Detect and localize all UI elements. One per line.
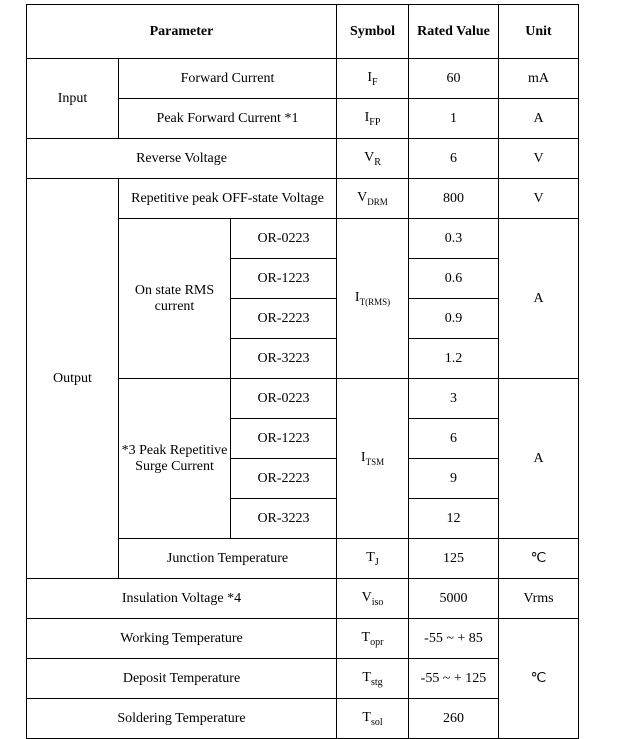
variant-on-state-rms-3: OR-3223 — [231, 339, 337, 379]
sym-junction-temp: TJ — [337, 539, 409, 579]
sym-peak-forward-current: IFP — [337, 99, 409, 139]
val-rep-peak-off-voltage: 800 — [409, 179, 499, 219]
val-junction-temp: 125 — [409, 539, 499, 579]
sym-working-temp: Topr — [337, 619, 409, 659]
sym-sub: FP — [369, 116, 380, 127]
sym-sub: R — [374, 156, 381, 167]
val-peak-surge-0: 3 — [409, 379, 499, 419]
val-on-state-rms-1: 0.6 — [409, 259, 499, 299]
variant-peak-surge-2: OR-2223 — [231, 459, 337, 499]
unit-temp-group: ℃ — [499, 619, 579, 739]
col-parameter: Parameter — [27, 5, 337, 59]
val-deposit-temp: -55 ~ + 125 — [409, 659, 499, 699]
variant-peak-surge-3: OR-3223 — [231, 499, 337, 539]
param-forward-current: Forward Current — [119, 59, 337, 99]
row-deposit-temp: Deposit Temperature Tstg -55 ~ + 125 — [27, 659, 579, 699]
variant-peak-surge-1: OR-1223 — [231, 419, 337, 459]
param-junction-temp: Junction Temperature — [119, 539, 337, 579]
row-rep-peak-off-voltage: Output Repetitive peak OFF-state Voltage… — [27, 179, 579, 219]
row-soldering-temp: Soldering Temperature Tsol 260 — [27, 699, 579, 739]
sym-rep-peak-off-voltage: VDRM — [337, 179, 409, 219]
sym-sub: J — [375, 556, 379, 567]
val-forward-current: 60 — [409, 59, 499, 99]
val-reverse-voltage: 6 — [409, 139, 499, 179]
col-symbol: Symbol — [337, 5, 409, 59]
sym-sub: F — [372, 76, 378, 87]
sym-sub: T(RMS) — [360, 297, 391, 307]
unit-reverse-voltage: V — [499, 139, 579, 179]
param-insulation-voltage: Insulation Voltage *4 — [27, 579, 337, 619]
sym-base: T — [366, 550, 375, 565]
sym-soldering-temp: Tsol — [337, 699, 409, 739]
sym-sub: opr — [370, 636, 383, 647]
variant-on-state-rms-2: OR-2223 — [231, 299, 337, 339]
sym-sub: stg — [371, 676, 383, 687]
unit-on-state-rms: A — [499, 219, 579, 379]
variant-peak-surge-0: OR-0223 — [231, 379, 337, 419]
param-soldering-temp: Soldering Temperature — [27, 699, 337, 739]
param-on-state-rms: On state RMS current — [119, 219, 231, 379]
val-soldering-temp: 260 — [409, 699, 499, 739]
unit-peak-forward-current: A — [499, 99, 579, 139]
param-peak-forward-current: Peak Forward Current *1 — [119, 99, 337, 139]
unit-insulation-voltage: Vrms — [499, 579, 579, 619]
sym-sub: sol — [371, 716, 383, 727]
sym-base: T — [362, 670, 371, 685]
unit-forward-current: mA — [499, 59, 579, 99]
sym-base: V — [364, 150, 374, 165]
page: Parameter Symbol Rated Value Unit Input … — [0, 0, 625, 656]
sym-base: V — [362, 590, 372, 605]
sym-peak-surge: ITSM — [337, 379, 409, 539]
table-header-row: Parameter Symbol Rated Value Unit — [27, 5, 579, 59]
val-working-temp: -55 ~ + 85 — [409, 619, 499, 659]
param-working-temp: Working Temperature — [27, 619, 337, 659]
param-rep-peak-off-voltage: Repetitive peak OFF-state Voltage — [119, 179, 337, 219]
sym-forward-current: IF — [337, 59, 409, 99]
val-on-state-rms-0: 0.3 — [409, 219, 499, 259]
unit-junction-temp: ℃ — [499, 539, 579, 579]
sym-sub: iso — [372, 596, 384, 607]
row-reverse-voltage: Reverse Voltage VR 6 V — [27, 139, 579, 179]
group-input: Input — [27, 59, 119, 139]
val-on-state-rms-3: 1.2 — [409, 339, 499, 379]
group-output: Output — [27, 179, 119, 579]
val-peak-forward-current: 1 — [409, 99, 499, 139]
sym-base: V — [357, 190, 367, 205]
sym-sub: DRM — [367, 197, 388, 207]
variant-on-state-rms-1: OR-1223 — [231, 259, 337, 299]
col-rated-value: Rated Value — [409, 5, 499, 59]
variant-on-state-rms-0: OR-0223 — [231, 219, 337, 259]
val-insulation-voltage: 5000 — [409, 579, 499, 619]
sym-reverse-voltage: VR — [337, 139, 409, 179]
row-forward-current: Input Forward Current IF 60 mA — [27, 59, 579, 99]
spec-table: Parameter Symbol Rated Value Unit Input … — [26, 4, 579, 739]
val-peak-surge-3: 12 — [409, 499, 499, 539]
row-working-temp: Working Temperature Topr -55 ~ + 85 ℃ — [27, 619, 579, 659]
val-peak-surge-2: 9 — [409, 459, 499, 499]
row-insulation-voltage: Insulation Voltage *4 Viso 5000 Vrms — [27, 579, 579, 619]
param-deposit-temp: Deposit Temperature — [27, 659, 337, 699]
col-unit: Unit — [499, 5, 579, 59]
val-peak-surge-1: 6 — [409, 419, 499, 459]
sym-base: T — [362, 630, 371, 645]
val-on-state-rms-2: 0.9 — [409, 299, 499, 339]
param-peak-surge: *3 Peak Repetitive Surge Current — [119, 379, 231, 539]
sym-deposit-temp: Tstg — [337, 659, 409, 699]
param-reverse-voltage: Reverse Voltage — [27, 139, 337, 179]
sym-base: T — [362, 710, 371, 725]
sym-on-state-rms: IT(RMS) — [337, 219, 409, 379]
sym-sub: TSM — [366, 457, 385, 467]
unit-peak-surge: A — [499, 379, 579, 539]
sym-insulation-voltage: Viso — [337, 579, 409, 619]
unit-rep-peak-off-voltage: V — [499, 179, 579, 219]
